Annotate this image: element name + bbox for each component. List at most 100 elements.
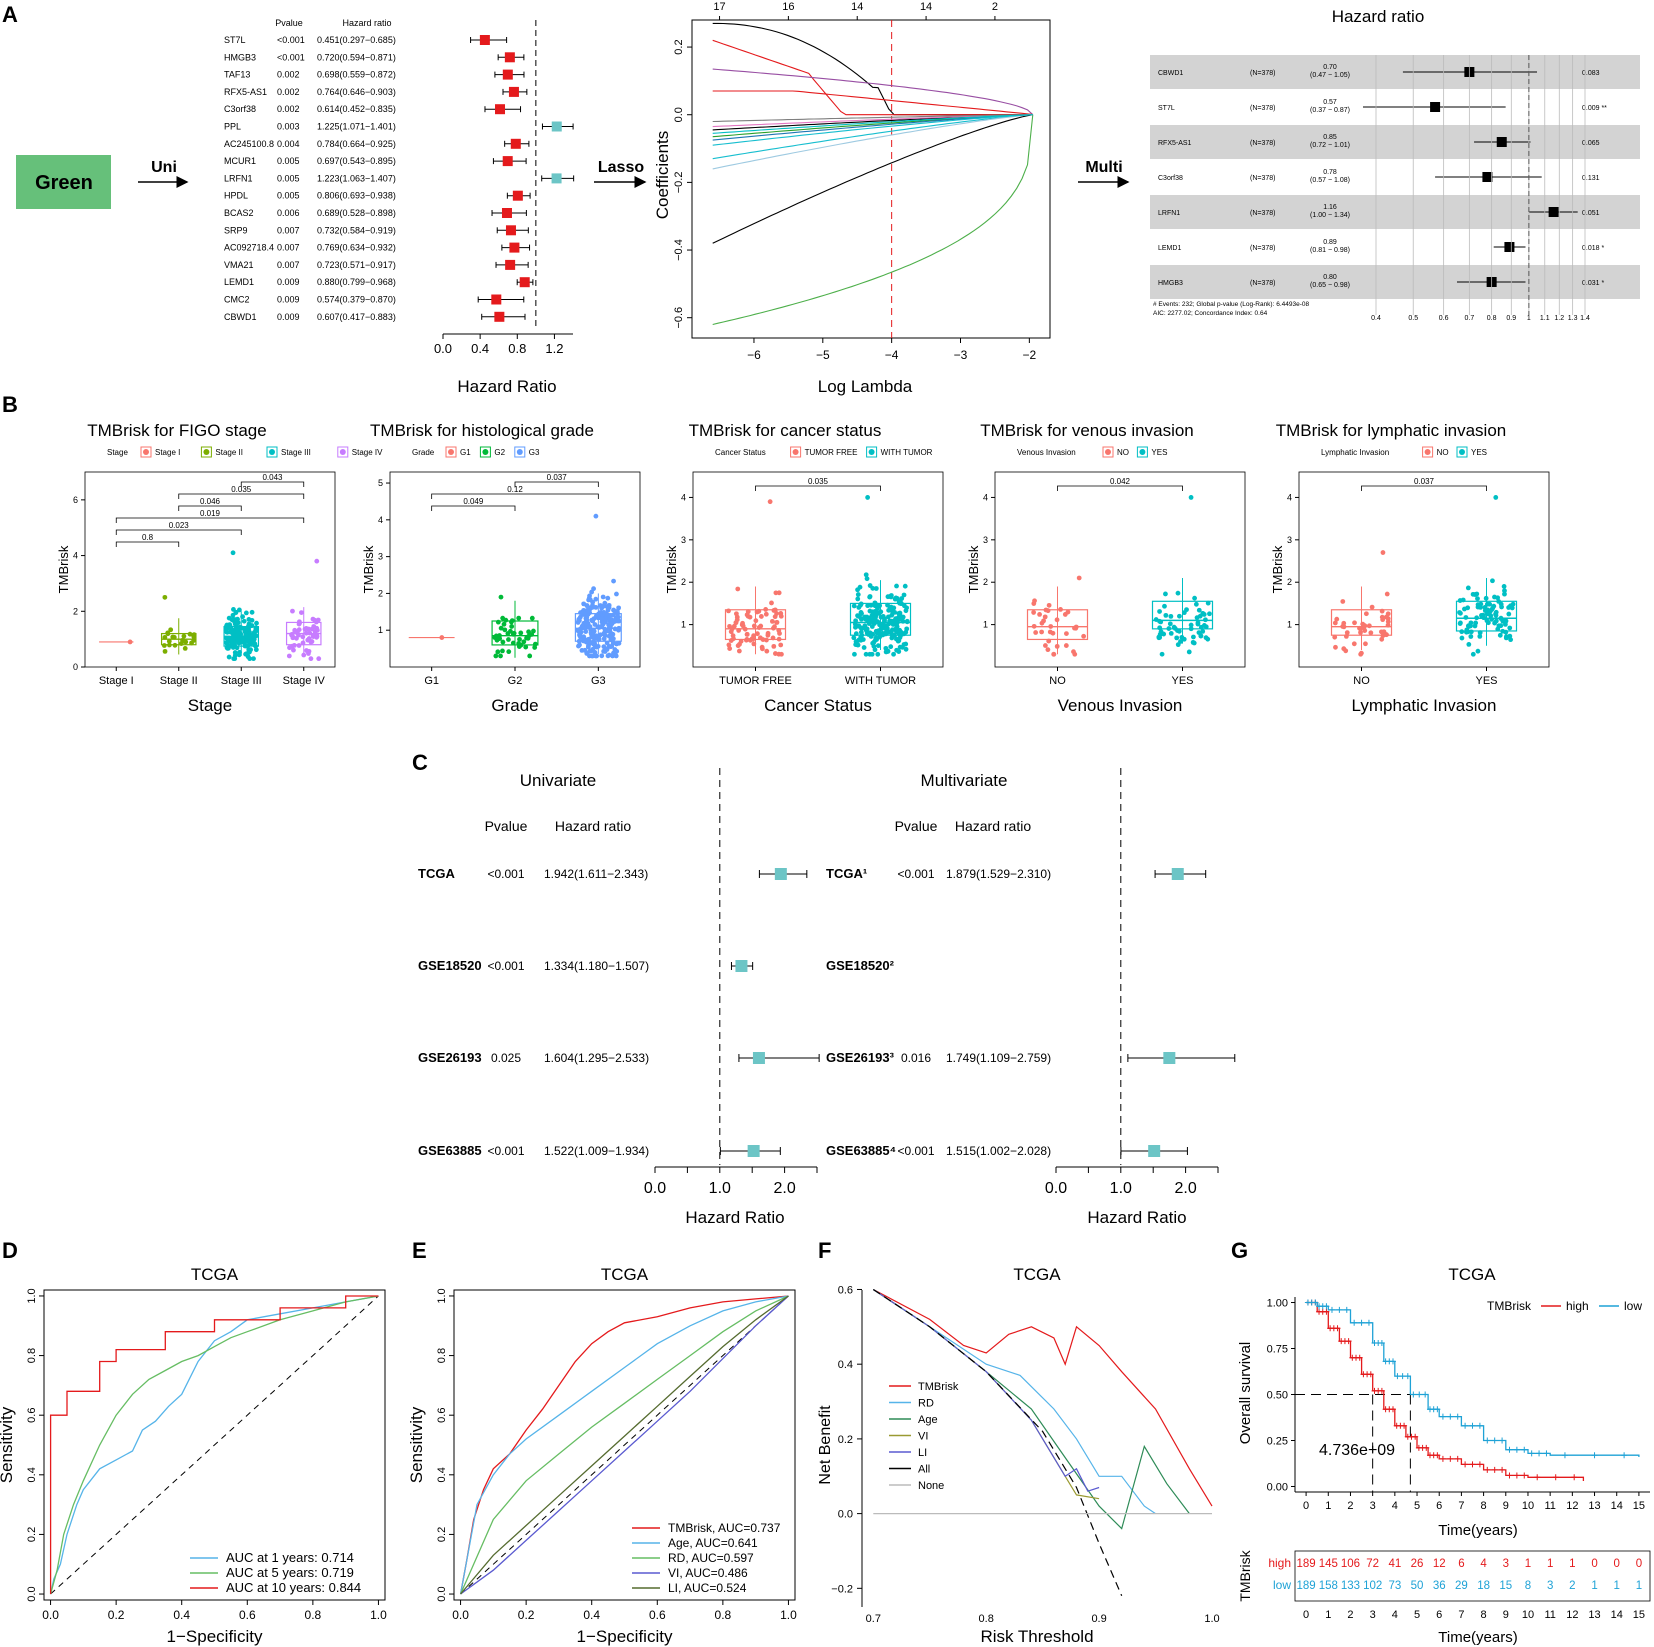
multi-ci-text: (0.72 − 1.01) <box>1310 142 1350 149</box>
boxplot-point <box>613 652 619 658</box>
boxplot-point <box>579 623 585 629</box>
boxplot-point <box>296 627 302 633</box>
uni-gene-label: SRP9 <box>224 225 248 235</box>
boxplot-point <box>315 617 321 623</box>
uni-gene-label: AC245100.8 <box>224 139 274 149</box>
boxplot-point <box>1039 629 1045 635</box>
boxplot-point <box>886 621 892 627</box>
boxplot-point <box>501 621 507 627</box>
boxplot-point <box>779 651 784 657</box>
g-km-low-curve-censor <box>1404 1373 1411 1380</box>
g-km-high-curve-censor <box>1462 1461 1469 1468</box>
multi-gene-label: HMGB3 <box>1158 280 1183 287</box>
boxplot-point <box>1490 578 1495 584</box>
boxplot-point <box>498 653 503 659</box>
boxplot-point <box>310 634 316 640</box>
boxplot-point <box>243 651 248 657</box>
boxplot-legend-label: Stage II <box>215 448 243 457</box>
uni-gene-label: MCUR1 <box>224 156 256 166</box>
boxplot-y-tick-label: 4 <box>681 492 686 502</box>
g-risk-high-count: 3 <box>1503 1558 1509 1570</box>
boxplot-point <box>509 624 515 629</box>
g-km-high-curve-censor <box>1571 1474 1578 1481</box>
multi-hr-marker <box>1504 242 1515 252</box>
boxplot-point <box>726 642 732 648</box>
multi-pvalue: 0.009 ** <box>1582 105 1607 112</box>
g-km-high-curve-censor <box>1521 1472 1528 1479</box>
boxplot-point <box>758 623 764 629</box>
boxplot-legend-key <box>1422 446 1434 458</box>
c-multi-hr-text: 1.749(1.109−2.759) <box>946 1051 1051 1065</box>
boxplot-legend-key <box>866 446 878 458</box>
boxplot-point <box>1351 641 1357 647</box>
boxplot-y-tick-label: 1 <box>1287 620 1292 630</box>
boxplot-point <box>1031 623 1037 629</box>
boxplot-point <box>858 629 864 635</box>
boxplot-point <box>1032 598 1037 604</box>
lasso-frame <box>691 19 1051 339</box>
c-multi-hr-text: 1.879(1.529−2.310) <box>946 867 1051 881</box>
boxplot-point <box>296 621 302 627</box>
boxplot-y-tick-label: 3 <box>681 535 686 545</box>
boxplot-point <box>171 634 177 640</box>
multi-x-tick-label: 0.9 <box>1506 315 1516 322</box>
panelE-y-tick-label: 0.2 <box>436 1527 448 1542</box>
boxplot-legend-label: NO <box>1117 448 1129 457</box>
boxplot-point <box>1175 590 1181 596</box>
boxplot-point <box>1502 588 1507 594</box>
boxplot-point <box>1470 651 1476 657</box>
multi-n-label: (N=378) <box>1250 245 1275 252</box>
boxplot-legend-label: YES <box>1471 448 1487 457</box>
f-dca-curve <box>872 1288 1100 1500</box>
panel-letter-d: D <box>2 1238 18 1263</box>
g-risk-low-count: 3 <box>1547 1580 1553 1592</box>
panelE-legend-label: VI, AUC=0.486 <box>668 1566 748 1580</box>
panelE-legend-label: Age, AUC=0.641 <box>668 1536 758 1550</box>
boxplot-legend-swatch <box>203 449 210 455</box>
g-x-tick-label: 8 <box>1481 1500 1487 1512</box>
boxplot-point <box>287 645 292 651</box>
boxplot-point <box>1332 620 1338 626</box>
boxplot-point <box>1343 633 1349 639</box>
boxplot-point <box>578 610 583 616</box>
boxplot-point <box>1071 649 1076 655</box>
boxplot-point <box>727 646 733 651</box>
boxplot-point <box>1340 624 1346 629</box>
boxplot-point <box>608 644 614 650</box>
boxplot-point <box>867 630 873 636</box>
g-risk-x-tick-label: 12 <box>1566 1609 1578 1621</box>
boxplot-point <box>896 599 902 605</box>
boxplot-legend-label: NO <box>1437 448 1449 457</box>
boxplot-point <box>1186 649 1192 655</box>
multi-row-band <box>1150 55 1640 89</box>
f-legend-label: RD <box>918 1398 934 1410</box>
lasso-x-tick-label: −3 <box>954 348 968 362</box>
g-km-low-curve-censor <box>1394 1373 1401 1380</box>
boxplot-point <box>1493 495 1499 500</box>
boxplot-point <box>601 620 607 625</box>
boxplot-legend-swatch <box>339 449 346 455</box>
g-median-label: 4.736e+09 <box>1319 1442 1395 1459</box>
boxplot-comparison-pvalue: 0.8 <box>142 533 154 542</box>
boxplot-point <box>226 615 232 621</box>
boxplot-point <box>1363 611 1369 617</box>
boxplot-point <box>751 623 757 629</box>
g-risk-low-count: 1 <box>1614 1580 1620 1592</box>
boxplot-point <box>252 641 258 647</box>
boxplot-y-tick-label: 1 <box>983 620 988 630</box>
uni-gene-label: LEMD1 <box>224 277 254 287</box>
boxplot-point <box>593 635 598 641</box>
uni-gene-label: CBWD1 <box>224 312 257 322</box>
boxplot-point <box>286 653 292 659</box>
f-ylabel: Net Benefit <box>817 1405 834 1485</box>
boxplot-point <box>1171 624 1177 630</box>
panel-letter-g: G <box>1231 1238 1248 1263</box>
boxplot-point <box>885 648 891 654</box>
panelE-y-tick-label: 0.4 <box>436 1467 448 1482</box>
boxplot-x-tick-label: TUMOR FREE <box>719 675 792 687</box>
f-legend-label: VI <box>918 1431 928 1443</box>
boxplot-point <box>774 611 780 616</box>
uni-x-tick-label: 0.8 <box>508 341 526 356</box>
panelE-x-tick-label: 0.6 <box>649 1608 666 1622</box>
uni-hr-text: 0.698(0.559−0.872) <box>317 70 396 80</box>
